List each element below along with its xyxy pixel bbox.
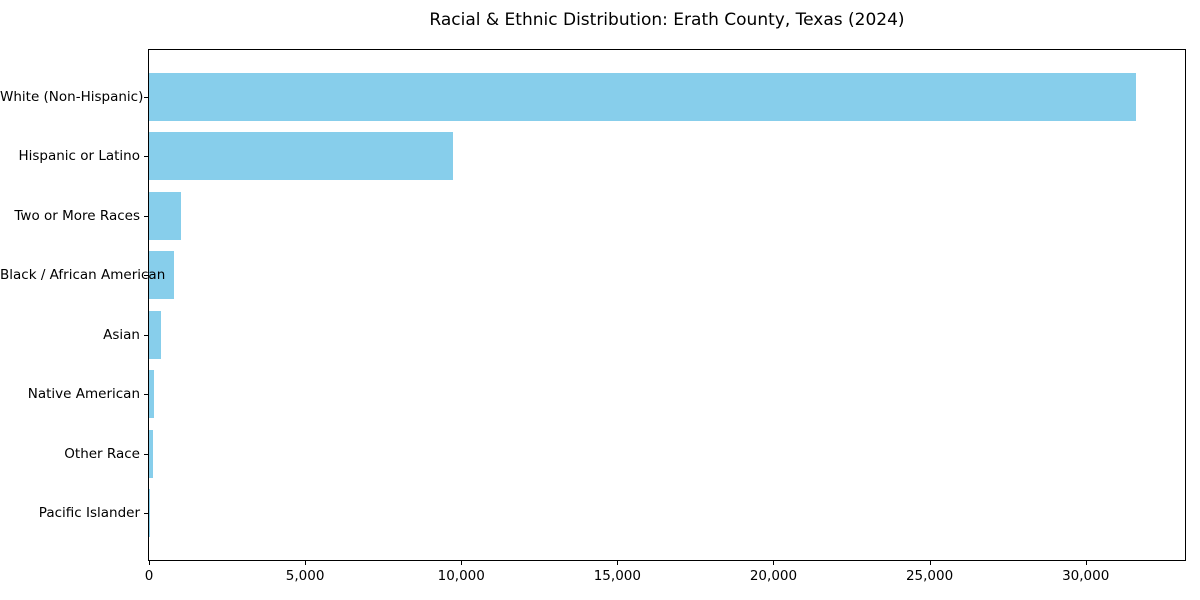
bar bbox=[149, 132, 454, 180]
y-tick-mark bbox=[144, 513, 148, 515]
bar bbox=[149, 489, 150, 538]
x-tick-mark bbox=[305, 561, 307, 565]
x-tick-label: 15,000 bbox=[593, 568, 641, 584]
y-tick-label: Pacific Islander bbox=[38, 505, 140, 522]
y-tick-mark bbox=[144, 156, 148, 158]
bar bbox=[149, 370, 155, 419]
bar bbox=[149, 429, 154, 478]
y-tick-mark bbox=[144, 275, 148, 277]
bar bbox=[149, 191, 181, 240]
x-tick-mark bbox=[929, 561, 931, 565]
bar bbox=[149, 310, 162, 359]
x-tick-label: 25,000 bbox=[905, 568, 954, 584]
x-tick-mark bbox=[1085, 561, 1087, 565]
y-tick-label: Asian bbox=[103, 326, 140, 343]
y-tick-label: Hispanic or Latino bbox=[18, 148, 140, 165]
x-tick-label: 5,000 bbox=[285, 568, 325, 584]
y-tick-label: Two or More Races bbox=[14, 207, 140, 224]
y-tick-mark bbox=[144, 96, 148, 98]
y-tick-label: Native American bbox=[27, 386, 140, 403]
y-tick-mark bbox=[144, 334, 148, 336]
y-tick-mark bbox=[144, 394, 148, 396]
y-tick-label: Other Race bbox=[64, 445, 140, 462]
x-tick-mark bbox=[617, 561, 619, 565]
y-tick-mark bbox=[144, 215, 148, 217]
x-tick-label: 30,000 bbox=[1062, 568, 1110, 584]
bar bbox=[149, 72, 1136, 121]
plot-area bbox=[148, 49, 1186, 561]
x-tick-mark bbox=[461, 561, 463, 565]
bar bbox=[149, 251, 174, 300]
chart-title: Racial & Ethnic Distribution: Erath Coun… bbox=[429, 10, 905, 30]
x-tick-mark bbox=[149, 561, 150, 565]
x-tick-label: 10,000 bbox=[437, 568, 485, 584]
y-tick-mark bbox=[144, 453, 148, 455]
y-tick-label: White (Non-Hispanic) bbox=[0, 88, 144, 105]
x-tick-mark bbox=[773, 561, 775, 565]
x-tick-label: 20,000 bbox=[749, 568, 798, 584]
x-tick-label: 0 bbox=[144, 568, 154, 584]
y-tick-label: Black / African American bbox=[0, 267, 166, 284]
